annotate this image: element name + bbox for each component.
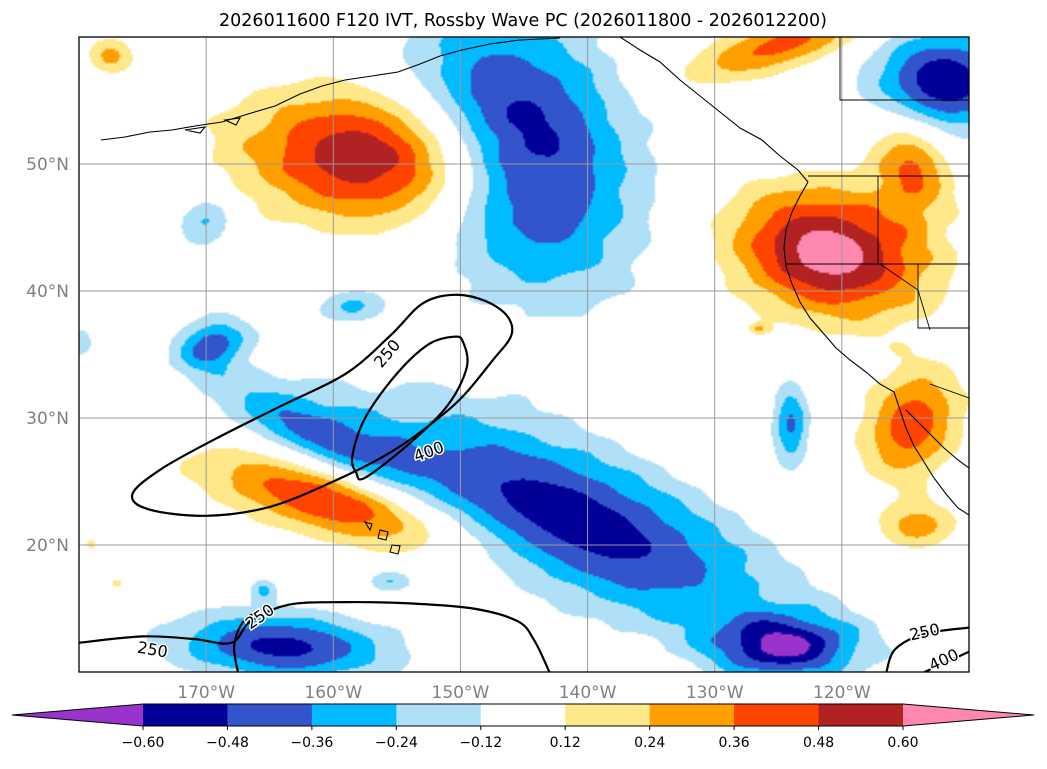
contour-400 — [350, 335, 469, 481]
colorbar-swatch — [818, 704, 904, 726]
colorbar-tick-label: −0.12 — [459, 735, 502, 751]
coastline-islands — [184, 117, 242, 134]
x-tick-label: 170°W — [177, 683, 235, 703]
colorbar-swatch — [227, 704, 313, 726]
colorbar-tick-label: 0.12 — [550, 735, 581, 751]
coastline-hawaii — [363, 521, 401, 555]
coastline-panhandle — [619, 37, 809, 183]
colorbar-swatch — [480, 704, 566, 726]
contour-250 — [79, 600, 551, 672]
x-tick-label: 120°W — [813, 683, 871, 703]
colorbar-swatch — [143, 704, 228, 726]
colorbar-tick-label: 0.24 — [634, 735, 665, 751]
map-frame — [78, 36, 970, 673]
chart-title: 2026011600 F120 IVT, Rossby Wave PC (202… — [219, 11, 827, 31]
y-tick-label: 40°N — [26, 282, 69, 302]
border-states — [786, 37, 969, 399]
colorbar-tick-label: −0.36 — [290, 735, 333, 751]
x-tick-label: 150°W — [432, 683, 490, 703]
colorbar-swatch — [396, 704, 482, 726]
colorbar-tick-label: 0.60 — [887, 735, 918, 751]
axis-tick-labels: 170°W 160°W 150°W 140°W 130°W 120°W 20°N 30°N 40… — [26, 155, 871, 703]
coastline-baja — [905, 409, 969, 469]
x-tick-label: 130°W — [686, 683, 744, 703]
colorbar-tick-label: −0.24 — [375, 735, 418, 751]
x-tick-label: 160°W — [304, 683, 362, 703]
coastline-westcoast — [783, 181, 969, 516]
colorbar-tick-label: −0.48 — [206, 735, 249, 751]
colorbar-swatch — [565, 704, 651, 726]
contour-400 — [924, 650, 969, 672]
colorbar-extend-low — [12, 704, 143, 726]
colorbar-tick-label: 0.48 — [803, 735, 834, 751]
contour-250 — [885, 626, 969, 672]
y-tick-label: 20°N — [26, 536, 69, 556]
colorbar-extend-high — [903, 704, 1034, 726]
colorbar-swatch — [649, 704, 735, 726]
contour-250 — [232, 610, 258, 672]
graticule — [79, 37, 969, 672]
x-tick-label: 140°W — [559, 683, 617, 703]
colorbar-swatch — [311, 704, 397, 726]
coastlines — [100, 37, 969, 555]
y-tick-label: 50°N — [26, 155, 69, 175]
coastline-alaska — [100, 37, 561, 141]
colorbar: −0.60 −0.48 −0.36 −0.24 −0.12 0.12 0.24 0.36 0.4… — [11, 703, 1035, 751]
y-tick-label: 30°N — [26, 409, 69, 429]
anomaly-field — [79, 37, 969, 672]
colorbar-tick-label: 0.36 — [719, 735, 750, 751]
contour-250 — [130, 293, 514, 517]
colorbar-tick-label: −0.60 — [122, 735, 165, 751]
colorbar-swatch — [734, 704, 820, 726]
